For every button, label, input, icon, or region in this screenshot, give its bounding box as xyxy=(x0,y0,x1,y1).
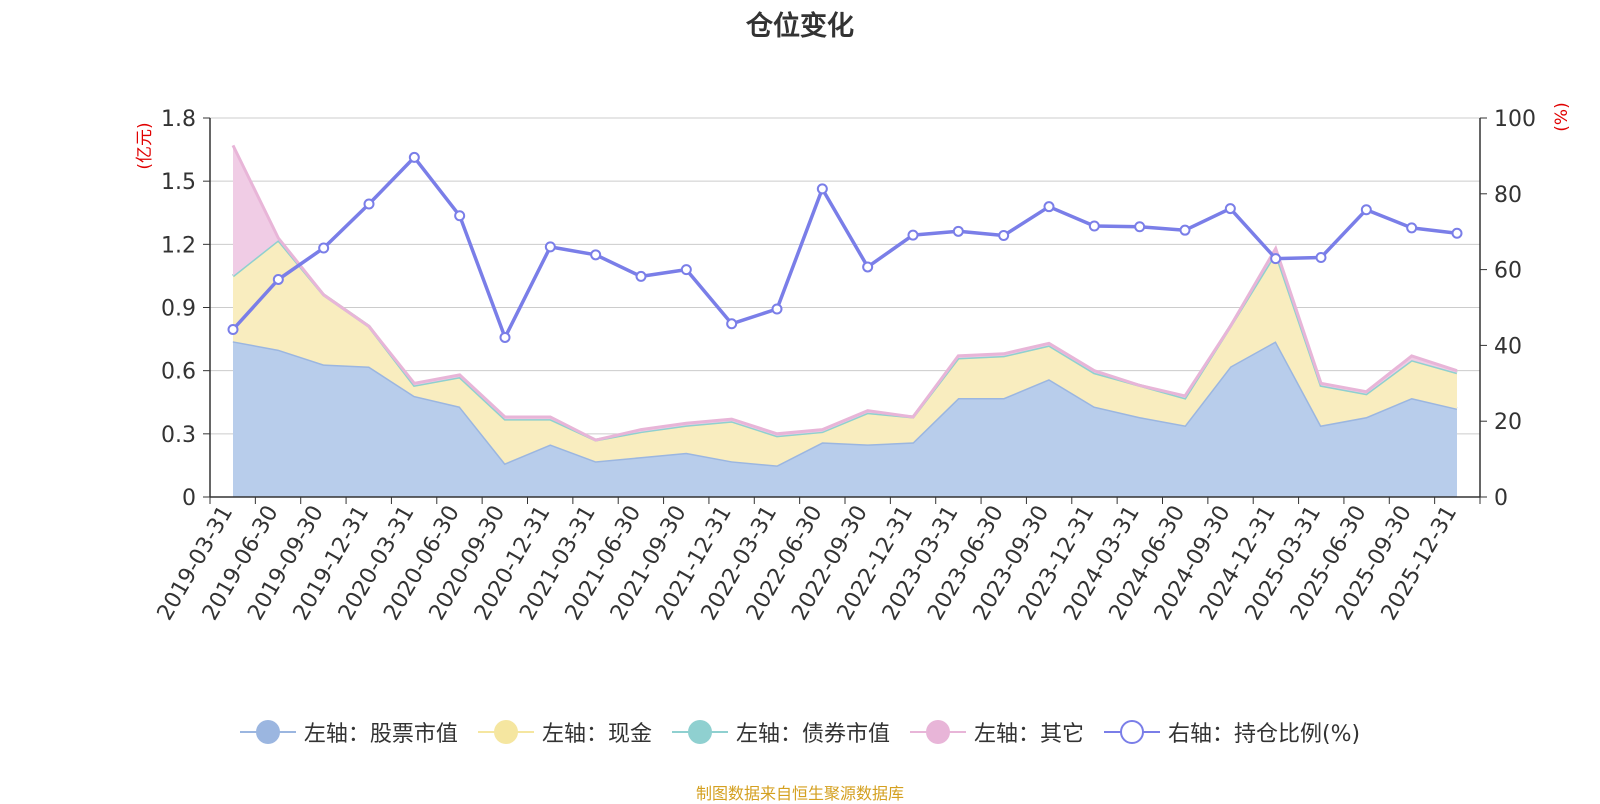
ratio-point xyxy=(1224,203,1236,215)
ratio-point xyxy=(1088,220,1100,232)
area-左轴：股票市值 xyxy=(233,341,1457,497)
left-axis-tick-label: 0 xyxy=(182,486,196,511)
ratio-point xyxy=(227,323,239,335)
legend-label: 左轴：其它 xyxy=(973,722,1084,747)
ratio-point xyxy=(1134,221,1146,233)
chart-title: 仓位变化 xyxy=(746,11,854,42)
left-axis-tick-label: 0.6 xyxy=(161,360,196,385)
ratio-point xyxy=(680,264,692,276)
data-source-note: 制图数据来自恒生聚源数据库 xyxy=(695,784,904,803)
legend-circle-marker-icon xyxy=(909,719,966,745)
ratio-line xyxy=(227,151,1463,343)
ratio-point xyxy=(499,331,511,343)
legend-line-marker-icon xyxy=(1103,719,1160,745)
legend-item[interactable]: 左轴：债券市值 xyxy=(671,716,890,748)
left-axis-unit-label: (亿元) xyxy=(135,122,155,169)
ratio-point xyxy=(862,261,874,273)
ratio-point xyxy=(318,242,330,254)
right-axis-tick-label: 80 xyxy=(1494,183,1522,208)
legend-circle-marker-icon xyxy=(239,719,296,745)
ratio-point xyxy=(1179,224,1191,236)
right-axis-tick-label: 100 xyxy=(1494,107,1536,132)
legend-item[interactable]: 左轴：现金 xyxy=(477,716,652,748)
legend[interactable]: 左轴：股票市值 左轴：现金 左轴：债券市值 左轴：其它 右轴：持仓比例(%) xyxy=(0,716,1600,748)
ratio-point xyxy=(1451,227,1463,239)
ratio-point xyxy=(1270,253,1282,265)
left-axis-tick-label: 0.3 xyxy=(161,423,196,448)
ratio-point xyxy=(590,249,602,261)
legend-item[interactable]: 右轴：持仓比例(%) xyxy=(1103,716,1361,748)
right-axis-tick-label: 40 xyxy=(1494,334,1522,359)
legend-circle-marker-icon xyxy=(671,719,728,745)
left-axis-tick-label: 1.8 xyxy=(161,107,196,132)
right-axis-tick-label: 60 xyxy=(1494,259,1522,284)
left-axis-tick-label: 1.2 xyxy=(161,233,196,258)
ratio-point xyxy=(816,183,828,195)
ratio-point xyxy=(544,241,556,253)
legend-label: 右轴：持仓比例(%) xyxy=(1167,722,1361,747)
right-axis-tick-label: 20 xyxy=(1494,410,1522,435)
legend-circle-marker-icon xyxy=(477,719,534,745)
ratio-point xyxy=(454,210,466,222)
ratio-point xyxy=(952,225,964,237)
area-edge-左轴：其它 xyxy=(231,144,1458,442)
ratio-point xyxy=(1043,201,1055,213)
ratio-line-path xyxy=(231,155,1458,340)
ratio-point xyxy=(1360,204,1372,216)
legend-item[interactable]: 左轴：其它 xyxy=(909,716,1084,748)
left-axis-tick-label: 1.5 xyxy=(161,170,196,195)
ratio-point xyxy=(907,229,919,241)
ratio-point xyxy=(635,270,647,282)
stacked-areas xyxy=(231,144,1458,497)
right-axis-unit-label: (%) xyxy=(1552,102,1572,131)
ratio-point xyxy=(363,198,375,210)
legend-label: 左轴：股票市值 xyxy=(303,722,458,747)
area-左轴：现金 xyxy=(233,240,1457,466)
ratio-point xyxy=(1406,222,1418,234)
ratio-point xyxy=(771,303,783,315)
legend-item[interactable]: 左轴：股票市值 xyxy=(239,716,458,748)
right-axis-tick-label: 0 xyxy=(1494,486,1508,511)
ratio-point xyxy=(1315,251,1327,263)
ratio-point xyxy=(408,151,420,163)
left-axis-tick-label: 0.9 xyxy=(161,297,196,322)
legend-label: 左轴：债券市值 xyxy=(735,722,890,747)
ratio-point xyxy=(998,229,1010,241)
legend-label: 左轴：现金 xyxy=(541,722,652,747)
ratio-point xyxy=(726,318,738,330)
ratio-point xyxy=(272,273,284,285)
